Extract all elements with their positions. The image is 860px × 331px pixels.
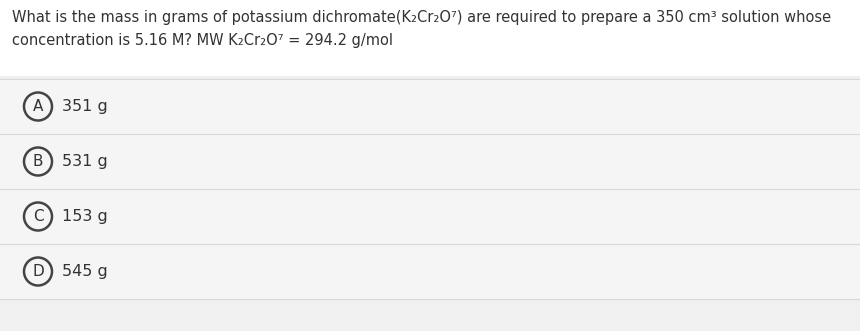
Text: A: A (33, 99, 43, 114)
Circle shape (24, 92, 52, 120)
Circle shape (24, 258, 52, 286)
Circle shape (24, 203, 52, 230)
Text: 351 g: 351 g (62, 99, 108, 114)
Text: concentration is 5.16 M? MW K₂Cr₂O⁷ = 294.2 g/mol: concentration is 5.16 M? MW K₂Cr₂O⁷ = 29… (12, 33, 393, 48)
Text: What is the mass in grams of potassium dichromate(K₂Cr₂O⁷) are required to prepa: What is the mass in grams of potassium d… (12, 10, 831, 25)
Text: C: C (33, 209, 43, 224)
Text: B: B (33, 154, 43, 169)
Text: D: D (32, 264, 44, 279)
Bar (0, 79, 860, 299)
Circle shape (24, 148, 52, 175)
Text: 545 g: 545 g (62, 264, 108, 279)
Bar (0, 0, 860, 76)
Text: 153 g: 153 g (62, 209, 108, 224)
Text: 531 g: 531 g (62, 154, 108, 169)
